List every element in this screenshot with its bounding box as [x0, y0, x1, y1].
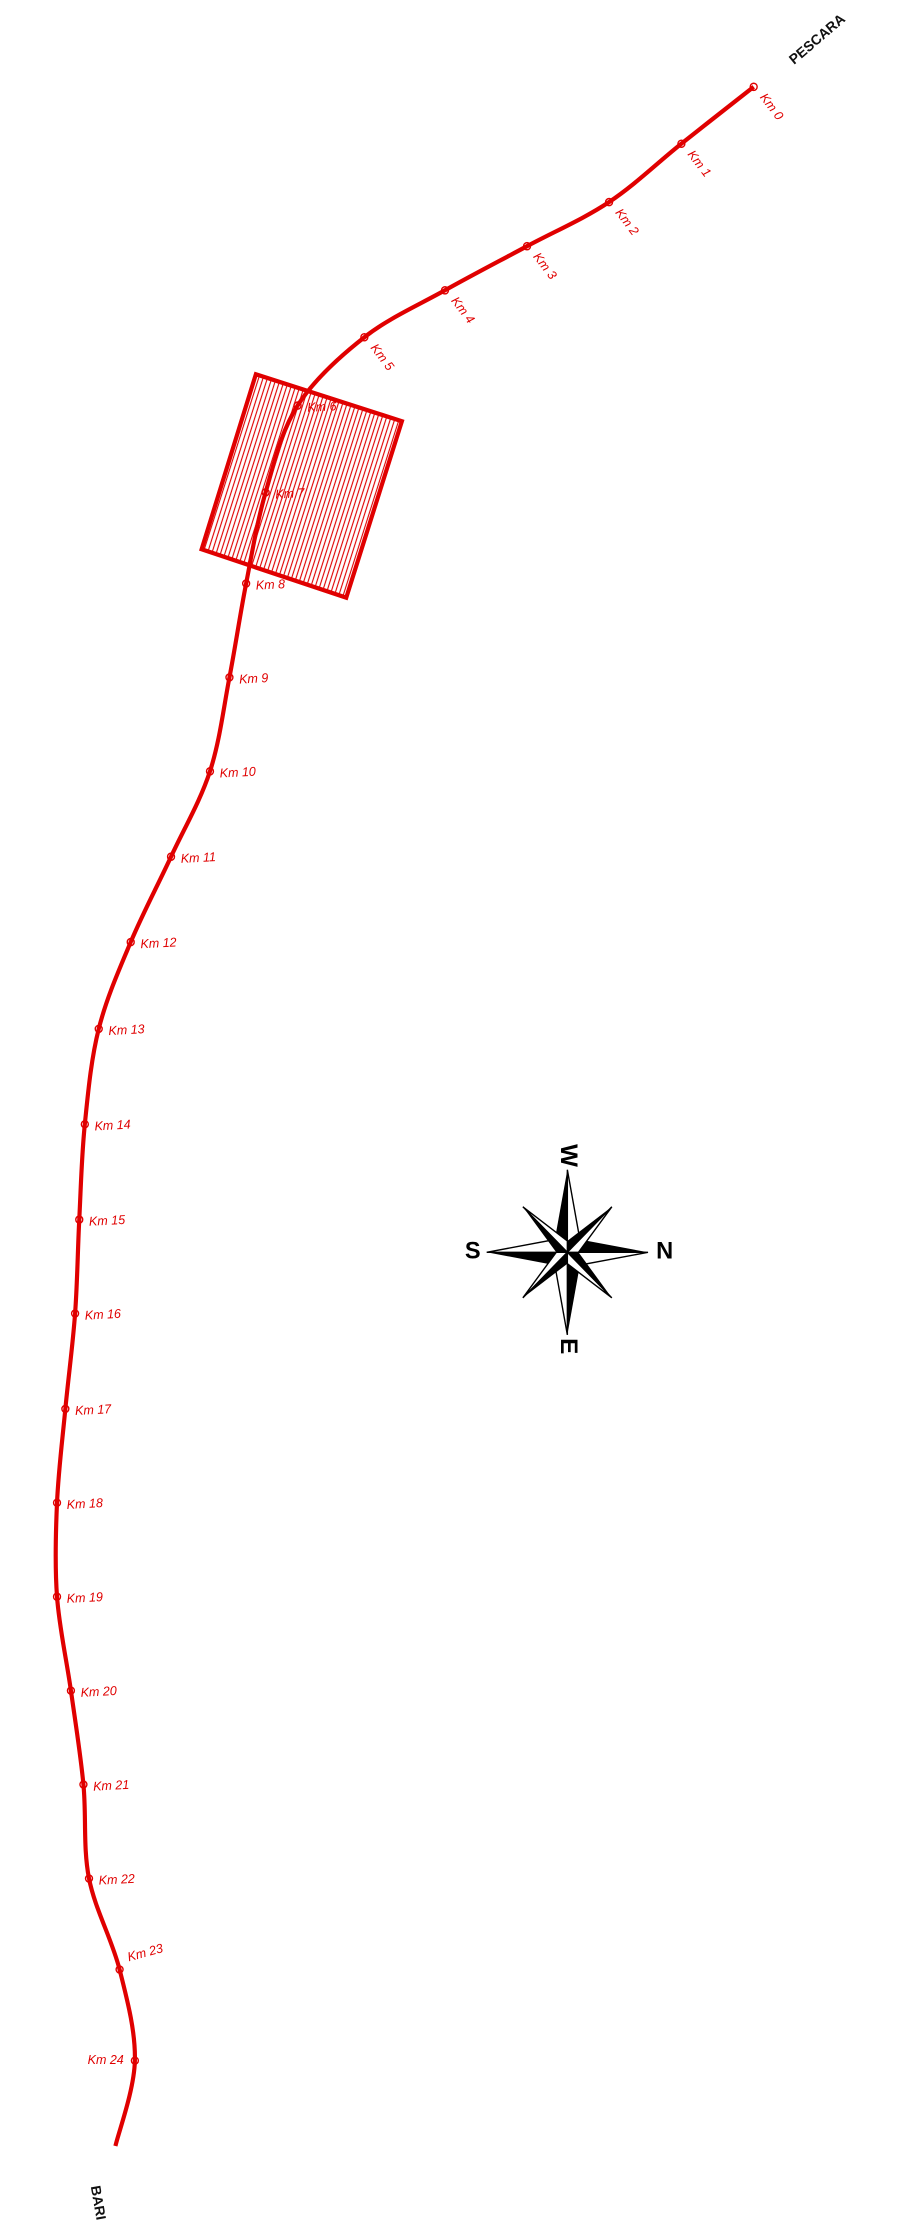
km-label: Km 19: [66, 1590, 103, 1606]
km-label: Km 0: [757, 91, 786, 123]
km-label: Km 9: [239, 671, 269, 687]
km-marker: [80, 1119, 89, 1129]
km-label: Km 10: [219, 764, 256, 780]
km-marker: [94, 1024, 103, 1034]
km-marker: [126, 937, 135, 947]
km-marker: [205, 767, 215, 776]
km-label: Km 23: [126, 1941, 165, 1964]
compass-rose: [486, 1169, 649, 1335]
route-line: [53, 85, 755, 2147]
km-label: Km 3: [530, 250, 559, 282]
km-marker: [130, 2056, 140, 2065]
km-label: Km 20: [80, 1684, 117, 1700]
km-marker: [522, 241, 532, 251]
compass-label: W: [555, 1144, 582, 1167]
km-label: Km 16: [84, 1307, 122, 1323]
km-marker: [225, 673, 234, 682]
km-label: Km 18: [66, 1496, 103, 1512]
km-marker: [75, 1215, 84, 1224]
km-marker: [604, 197, 614, 207]
km-label: Km 22: [98, 1872, 135, 1888]
km-marker: [70, 1309, 80, 1318]
km-label: Km 14: [94, 1117, 131, 1133]
km-label: Km 13: [108, 1022, 145, 1038]
city-label: BARI: [88, 2184, 109, 2220]
km-label: Km 2: [612, 206, 641, 238]
km-label: Km 17: [75, 1402, 113, 1418]
km-marker: [66, 1686, 76, 1695]
km-marker: [440, 286, 450, 295]
km-label: Km 21: [93, 1778, 130, 1794]
km-marker: [749, 82, 758, 92]
km-label: Km 5: [368, 341, 397, 374]
km-marker: [261, 488, 270, 497]
km-marker: [79, 1780, 88, 1789]
km-label: Km 7: [275, 486, 306, 502]
compass-label: E: [555, 1338, 582, 1354]
km-label: Km 1: [685, 148, 714, 180]
km-marker: [241, 579, 251, 588]
km-marker: [166, 852, 176, 861]
km-marker: [360, 333, 369, 342]
km-label: Km 4: [448, 294, 477, 326]
km-marker: [677, 139, 686, 148]
highlight-area: [199, 371, 405, 601]
city-label: PESCARA: [786, 10, 848, 67]
km-label: Km 11: [180, 850, 216, 866]
km-label: Km 6: [307, 399, 338, 415]
km-marker: [293, 401, 302, 410]
compass-label: S: [465, 1237, 481, 1264]
km-label: Km 24: [88, 2053, 124, 2067]
km-marker: [61, 1404, 70, 1414]
km-marker: [52, 1592, 62, 1601]
km-label: Km 15: [89, 1213, 127, 1229]
km-marker: [115, 1965, 124, 1974]
km-label: Km 8: [255, 577, 285, 593]
km-label: Km 12: [140, 935, 177, 951]
compass-label: N: [656, 1237, 673, 1264]
km-marker: [84, 1874, 94, 1883]
km-marker: [52, 1498, 62, 1508]
